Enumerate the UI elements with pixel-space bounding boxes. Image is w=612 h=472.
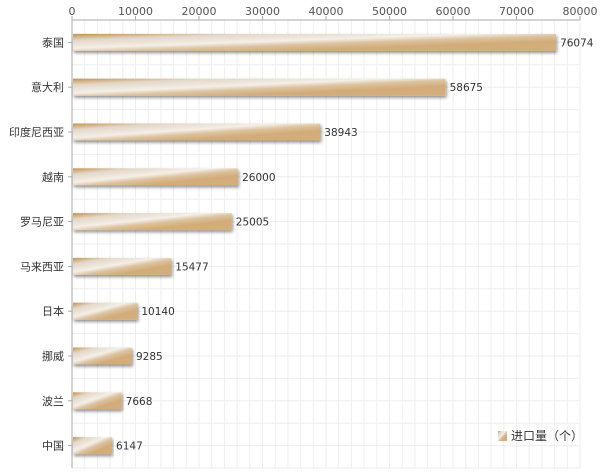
x-tick-label: 70000 (499, 5, 534, 18)
bar[interactable] (73, 392, 122, 410)
category-label: 挪威 (42, 349, 64, 363)
category-label: 印度尼西亚 (9, 125, 64, 139)
bar[interactable] (73, 213, 232, 231)
x-tick-label: 0 (69, 5, 76, 18)
bar[interactable] (73, 168, 239, 186)
x-tick-label: 50000 (372, 5, 407, 18)
data-label: 15477 (175, 261, 208, 273)
data-label: 38943 (324, 127, 357, 139)
category-label: 意大利 (31, 80, 64, 94)
bar[interactable] (73, 78, 446, 96)
legend-swatch[interactable] (498, 431, 507, 441)
data-label: 6147 (116, 441, 143, 453)
data-label: 58675 (450, 82, 483, 94)
bar[interactable] (73, 437, 113, 455)
data-label: 7668 (126, 396, 153, 408)
bar[interactable] (73, 257, 172, 275)
legend[interactable]: 进口量（个） (498, 429, 583, 443)
data-label: 10140 (141, 306, 174, 318)
category-label: 马来西亚 (20, 260, 64, 273)
x-tick-label: 80000 (563, 5, 598, 18)
data-label: 76074 (560, 37, 594, 49)
x-tick-label: 30000 (245, 5, 280, 18)
category-label: 泰国 (42, 35, 64, 49)
bar[interactable] (73, 33, 557, 51)
x-tick-label: 10000 (118, 5, 153, 18)
x-tick-label: 40000 (309, 5, 344, 18)
bar[interactable] (73, 123, 321, 141)
legend-label[interactable]: 进口量（个） (511, 429, 583, 443)
category-label: 越南 (42, 170, 64, 184)
bar[interactable] (73, 302, 138, 320)
category-label: 波兰 (42, 395, 64, 408)
data-label: 26000 (242, 172, 275, 184)
x-tick-label: 60000 (436, 5, 471, 18)
category-label: 罗马尼亚 (20, 216, 64, 229)
data-label: 25005 (236, 217, 269, 229)
data-label: 9285 (136, 351, 163, 363)
bar[interactable] (73, 347, 132, 365)
x-tick-label: 20000 (182, 5, 217, 18)
axes: 0 10000 20000 30000 40000 50000 60000 70000 8000… (68, 5, 598, 468)
labels: 泰国 76074 意大利 58675 印度尼西亚 38943 越南 26000 罗马尼亚 2500… (9, 35, 594, 452)
category-label: 中国 (42, 440, 64, 453)
category-label: 日本 (42, 304, 64, 318)
bars (73, 33, 557, 455)
